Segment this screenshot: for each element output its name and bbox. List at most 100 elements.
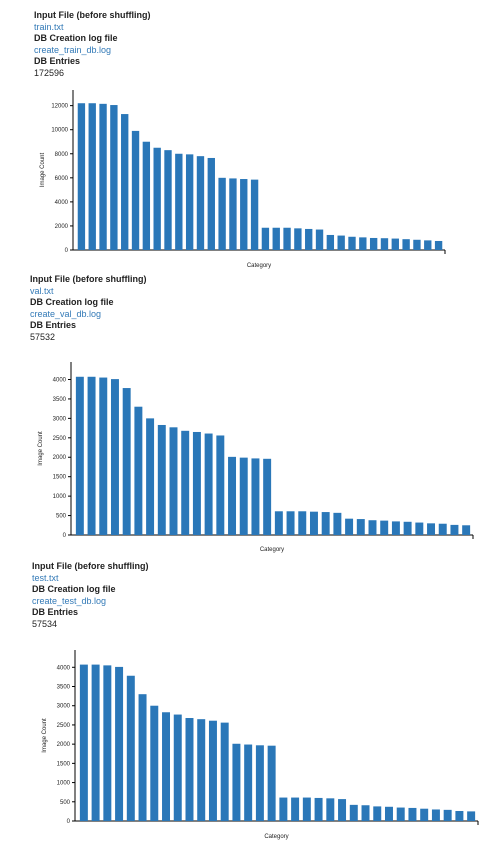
- bar: [348, 236, 356, 250]
- bar-chart-train: 0 2000 4000 6000 8000 10000 12000 Image Count Ca…: [40, 90, 446, 269]
- bar: [138, 694, 147, 821]
- bar: [164, 150, 172, 250]
- db-info-val: Input File (before shuffling) val.txt DB…: [30, 274, 147, 343]
- y-tick-label: 1500: [53, 475, 67, 481]
- y-tick-label: 500: [56, 514, 67, 520]
- bar: [153, 147, 161, 250]
- bar: [232, 743, 241, 821]
- bar: [218, 177, 226, 250]
- bar: [207, 157, 215, 250]
- bar: [208, 720, 217, 821]
- bar: [333, 512, 342, 535]
- y-tick-label: 4000: [57, 665, 71, 671]
- y-tick-label: 3000: [53, 416, 67, 422]
- bar: [298, 511, 307, 535]
- bar: [314, 797, 323, 821]
- bar: [434, 240, 443, 250]
- y-tick-label: 12000: [51, 104, 68, 110]
- bar: [391, 238, 399, 250]
- input-file-link[interactable]: train.txt: [34, 21, 64, 32]
- bar: [294, 228, 302, 250]
- y-tick-label: 6000: [55, 176, 69, 182]
- bar: [326, 234, 335, 250]
- log-file-link[interactable]: create_train_db.log: [34, 44, 112, 55]
- bar: [250, 179, 259, 250]
- bar: [162, 712, 171, 821]
- y-tick-label: 1500: [57, 761, 71, 767]
- bar: [197, 719, 206, 821]
- bar: [91, 664, 100, 821]
- bar: [286, 511, 295, 535]
- bar: [173, 714, 182, 821]
- bar: [380, 238, 389, 250]
- bar: [315, 229, 324, 250]
- bar: [239, 457, 248, 535]
- bar: [181, 430, 190, 535]
- bar: [122, 388, 131, 535]
- y-tick-label: 500: [60, 800, 71, 806]
- y-tick-label: 10000: [51, 128, 68, 134]
- y-axis-label: Image Count: [42, 718, 48, 753]
- bar: [326, 798, 335, 821]
- y-tick-label: 1000: [57, 781, 71, 787]
- bar: [204, 433, 213, 535]
- bar: [302, 797, 311, 821]
- y-tick-label: 0: [63, 533, 67, 539]
- bar: [99, 103, 107, 250]
- input-file-label: Input File (before shuffling): [30, 274, 147, 284]
- bar: [99, 377, 108, 535]
- entries-label: DB Entries: [30, 320, 77, 330]
- bar: [408, 807, 417, 821]
- y-tick-label: 3500: [57, 685, 71, 691]
- bar: [279, 797, 288, 821]
- bar: [403, 521, 412, 535]
- bar: [220, 722, 229, 821]
- log-file-label: DB Creation log file: [30, 297, 114, 307]
- bar: [196, 156, 205, 250]
- log-file-label: DB Creation log file: [32, 584, 116, 594]
- bar: [150, 705, 159, 821]
- bar: [467, 811, 476, 821]
- y-tick-label: 2000: [57, 742, 71, 748]
- bar: [338, 799, 347, 821]
- bar-chart-test: 0 500 1000 1500 2000 2500 3000 3500 4000 Image Co…: [42, 650, 479, 840]
- bar: [134, 406, 143, 535]
- y-axis-label: Image Count: [38, 431, 44, 466]
- bar: [175, 153, 183, 250]
- bar: [131, 130, 140, 250]
- bar: [146, 418, 155, 535]
- bar: [169, 427, 178, 535]
- log-file-link[interactable]: create_val_db.log: [30, 308, 102, 319]
- y-tick-label: 2000: [55, 224, 69, 230]
- bar: [291, 797, 300, 821]
- bar: [87, 376, 96, 535]
- bar: [283, 227, 291, 250]
- input-file-link[interactable]: val.txt: [30, 285, 54, 296]
- bar: [396, 807, 405, 821]
- bar: [216, 435, 225, 535]
- bar: [115, 666, 124, 821]
- bar: [274, 511, 283, 535]
- bar: [368, 520, 377, 535]
- bar: [337, 235, 345, 250]
- bar: [369, 237, 378, 250]
- bar: [356, 519, 365, 535]
- bar: [373, 806, 382, 821]
- bar: [192, 431, 201, 535]
- bar: [157, 424, 166, 535]
- bar: [103, 665, 112, 821]
- log-file-link[interactable]: create_test_db.log: [32, 595, 107, 606]
- y-tick-label: 4000: [55, 200, 69, 206]
- bar: [345, 518, 354, 535]
- input-file-label: Input File (before shuffling): [34, 10, 151, 20]
- entries-value: 57534: [32, 618, 58, 629]
- bar: [267, 745, 276, 821]
- input-file-link[interactable]: test.txt: [32, 572, 59, 583]
- y-tick-label: 2500: [57, 723, 71, 729]
- bar: [443, 809, 452, 821]
- y-tick-label: 0: [65, 248, 69, 254]
- bar: [263, 458, 272, 535]
- entries-value: 57532: [30, 331, 56, 342]
- bar: [361, 805, 370, 821]
- bar: [384, 806, 393, 821]
